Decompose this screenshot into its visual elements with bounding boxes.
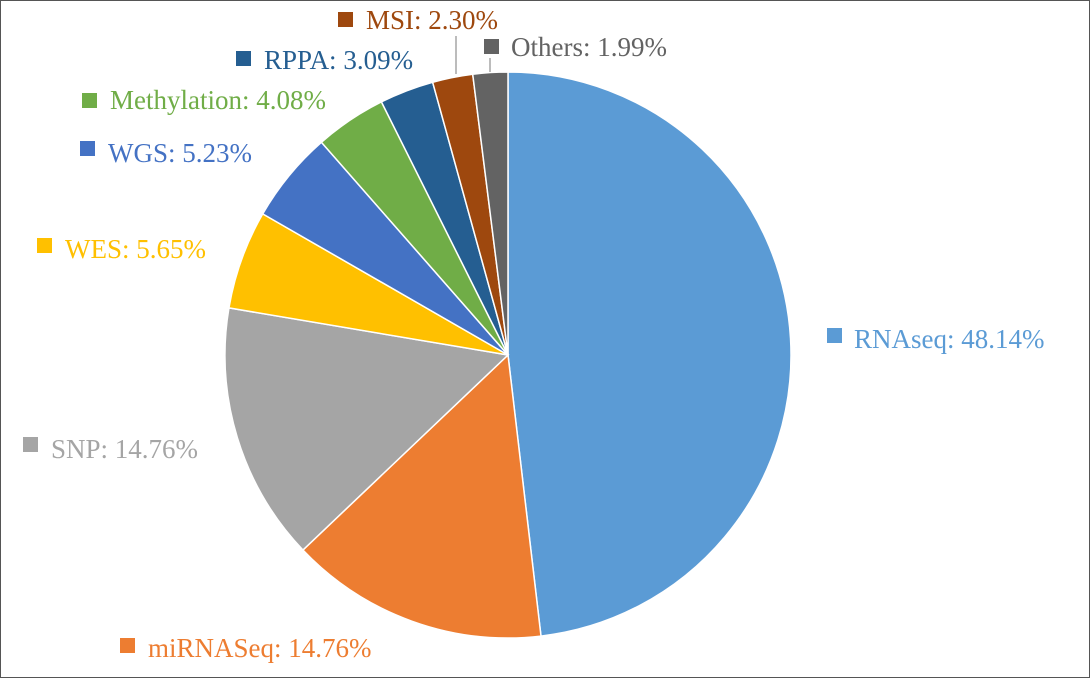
label-marker-others: [484, 39, 499, 54]
slice-label-wgs: WGS: 5.23%: [108, 138, 252, 168]
label-marker-wgs: [80, 141, 95, 156]
pie-slice-snp: [224, 307, 510, 552]
label-marker-wes: [37, 238, 52, 253]
slice-label-others: Others: 1.99%: [511, 32, 667, 62]
slice-label-methylation: Methylation: 4.08%: [110, 85, 326, 115]
pie-slice-others: [471, 71, 509, 356]
slice-label-rnaseq: RNAseq: 48.14%: [854, 324, 1045, 354]
label-marker-mirnaseq: [120, 638, 135, 653]
label-marker-rnaseq: [827, 328, 842, 343]
slice-label-mirnaseq: miRNASeq: 14.76%: [148, 633, 372, 663]
slice-label-rppa: RPPA: 3.09%: [264, 45, 413, 75]
label-marker-snp: [23, 437, 38, 452]
slice-label-wes: WES: 5.65%: [65, 234, 206, 264]
label-marker-msi: [338, 12, 353, 27]
leader-lines: [455, 36, 491, 74]
slice-labels: RNAseq: 48.14% miRNASeq: 14.76% SNP: 14.76…: [23, 5, 1045, 663]
slice-label-msi: MSI: 2.30%: [366, 5, 498, 35]
label-marker-rppa: [236, 51, 251, 66]
pie-slice-mirnaseq: [301, 353, 542, 639]
label-marker-methylation: [82, 93, 97, 108]
pie-slices: [224, 71, 792, 639]
slice-label-snp: SNP: 14.76%: [51, 434, 198, 464]
pie-slice-rnaseq: [507, 71, 792, 637]
